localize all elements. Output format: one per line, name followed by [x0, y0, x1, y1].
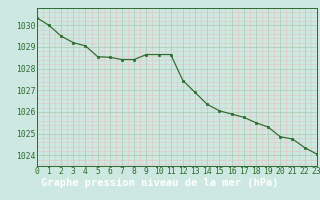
Text: Graphe pression niveau de la mer (hPa): Graphe pression niveau de la mer (hPa): [41, 178, 279, 188]
